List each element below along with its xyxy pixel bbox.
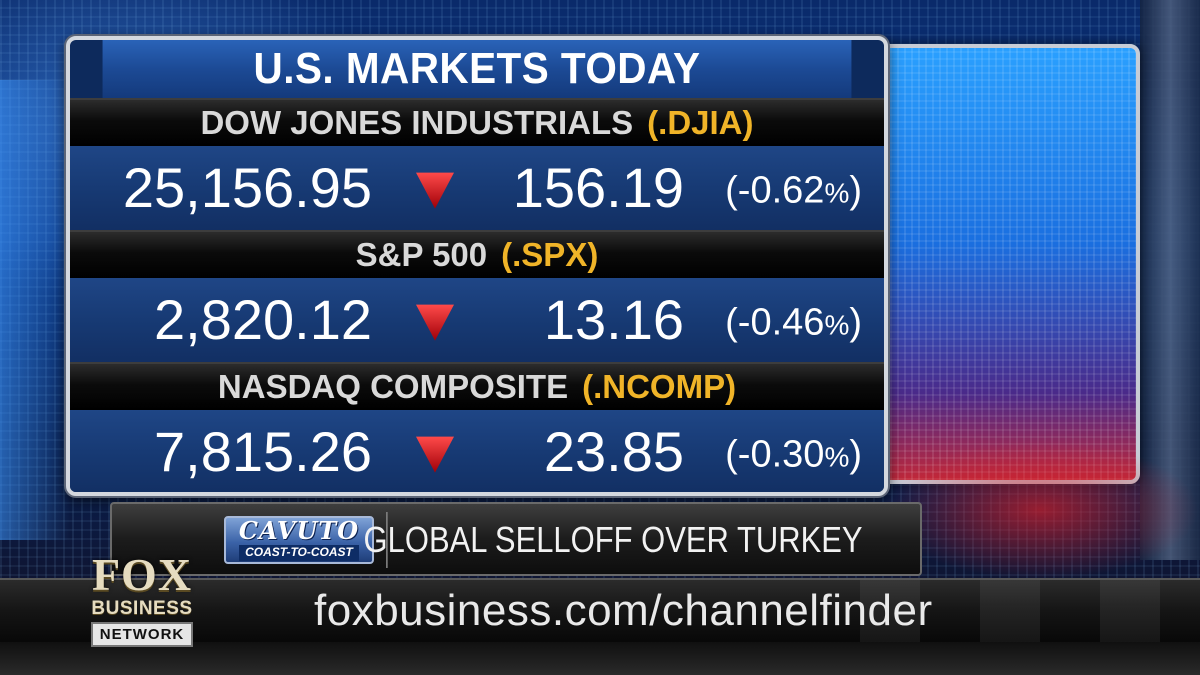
index-name: DOW JONES INDUSTRIALS bbox=[200, 104, 634, 141]
percent-sign: % bbox=[824, 177, 850, 209]
background-red-glow bbox=[880, 440, 1200, 580]
down-triangle-icon bbox=[416, 436, 454, 473]
index-ticker: (.NCOMP) bbox=[582, 368, 737, 405]
network-logo-business: BUSINESS bbox=[91, 598, 193, 619]
lower-third-bar: CAVUTO COAST-TO-COAST GLOBAL SELLOFF OVE… bbox=[110, 502, 922, 576]
background-video-wall bbox=[872, 44, 1140, 484]
index-value: 25,156.95 bbox=[122, 156, 372, 219]
index-value: 2,820.12 bbox=[154, 288, 372, 351]
down-triangle-icon bbox=[416, 172, 454, 209]
percent-sign: % bbox=[824, 441, 850, 473]
markets-board: U.S. MARKETS TODAY DOW JONES INDUSTRIALS… bbox=[66, 36, 888, 496]
percent-value: (-0.62 bbox=[725, 169, 825, 212]
index-value: 7,815.26 bbox=[154, 420, 372, 483]
network-logo-network: NETWORK bbox=[90, 622, 194, 647]
network-logo-fox: FOX bbox=[91, 549, 193, 600]
percent-close: ) bbox=[849, 433, 862, 476]
percent-close: ) bbox=[849, 301, 862, 344]
ticker-watermark bbox=[860, 580, 1200, 644]
index-percent: (-0.30%) bbox=[725, 435, 862, 473]
percent-close: ) bbox=[849, 169, 862, 212]
percent-value: (-0.46 bbox=[725, 301, 825, 344]
show-logo: CAVUTO COAST-TO-COAST bbox=[224, 516, 374, 564]
headline: GLOBAL SELLOFF OVER TURKEY bbox=[364, 512, 863, 568]
network-logo: FOX BUSINESS NETWORK bbox=[84, 549, 200, 647]
index-percent: (-0.62%) bbox=[725, 171, 862, 209]
show-subtitle: COAST-TO-COAST bbox=[239, 545, 359, 561]
index-name: NASDAQ COMPOSITE bbox=[217, 368, 569, 405]
show-name: CAVUTO bbox=[238, 516, 360, 546]
board-title: U.S. MARKETS TODAY bbox=[102, 40, 852, 98]
index-values-ncomp: 7,815.26 23.85 (-0.30%) bbox=[70, 410, 884, 492]
bottom-strip bbox=[0, 642, 1200, 675]
background-left-glow bbox=[0, 80, 70, 540]
down-triangle-icon bbox=[416, 304, 454, 341]
index-values-djia: 25,156.95 156.19 (-0.62%) bbox=[70, 146, 884, 230]
percent-sign: % bbox=[824, 309, 850, 341]
ticker-bar: foxbusiness.com/channelfinder bbox=[0, 578, 1200, 644]
index-values-spx: 2,820.12 13.16 (-0.46%) bbox=[70, 278, 884, 362]
index-ticker: (.DJIA) bbox=[647, 104, 754, 141]
percent-value: (-0.30 bbox=[725, 433, 825, 476]
index-label-ncomp: NASDAQ COMPOSITE (.NCOMP) bbox=[70, 362, 884, 410]
index-change: 23.85 bbox=[543, 420, 684, 483]
index-change: 156.19 bbox=[512, 156, 684, 219]
channel-finder-url: foxbusiness.com/channelfinder bbox=[314, 586, 933, 635]
index-label-djia: DOW JONES INDUSTRIALS (.DJIA) bbox=[70, 98, 884, 146]
index-change: 13.16 bbox=[543, 288, 684, 351]
index-ticker: (.SPX) bbox=[501, 236, 599, 273]
index-percent: (-0.46%) bbox=[725, 303, 862, 341]
index-name: S&P 500 bbox=[355, 236, 488, 273]
index-label-spx: S&P 500 (.SPX) bbox=[70, 230, 884, 278]
